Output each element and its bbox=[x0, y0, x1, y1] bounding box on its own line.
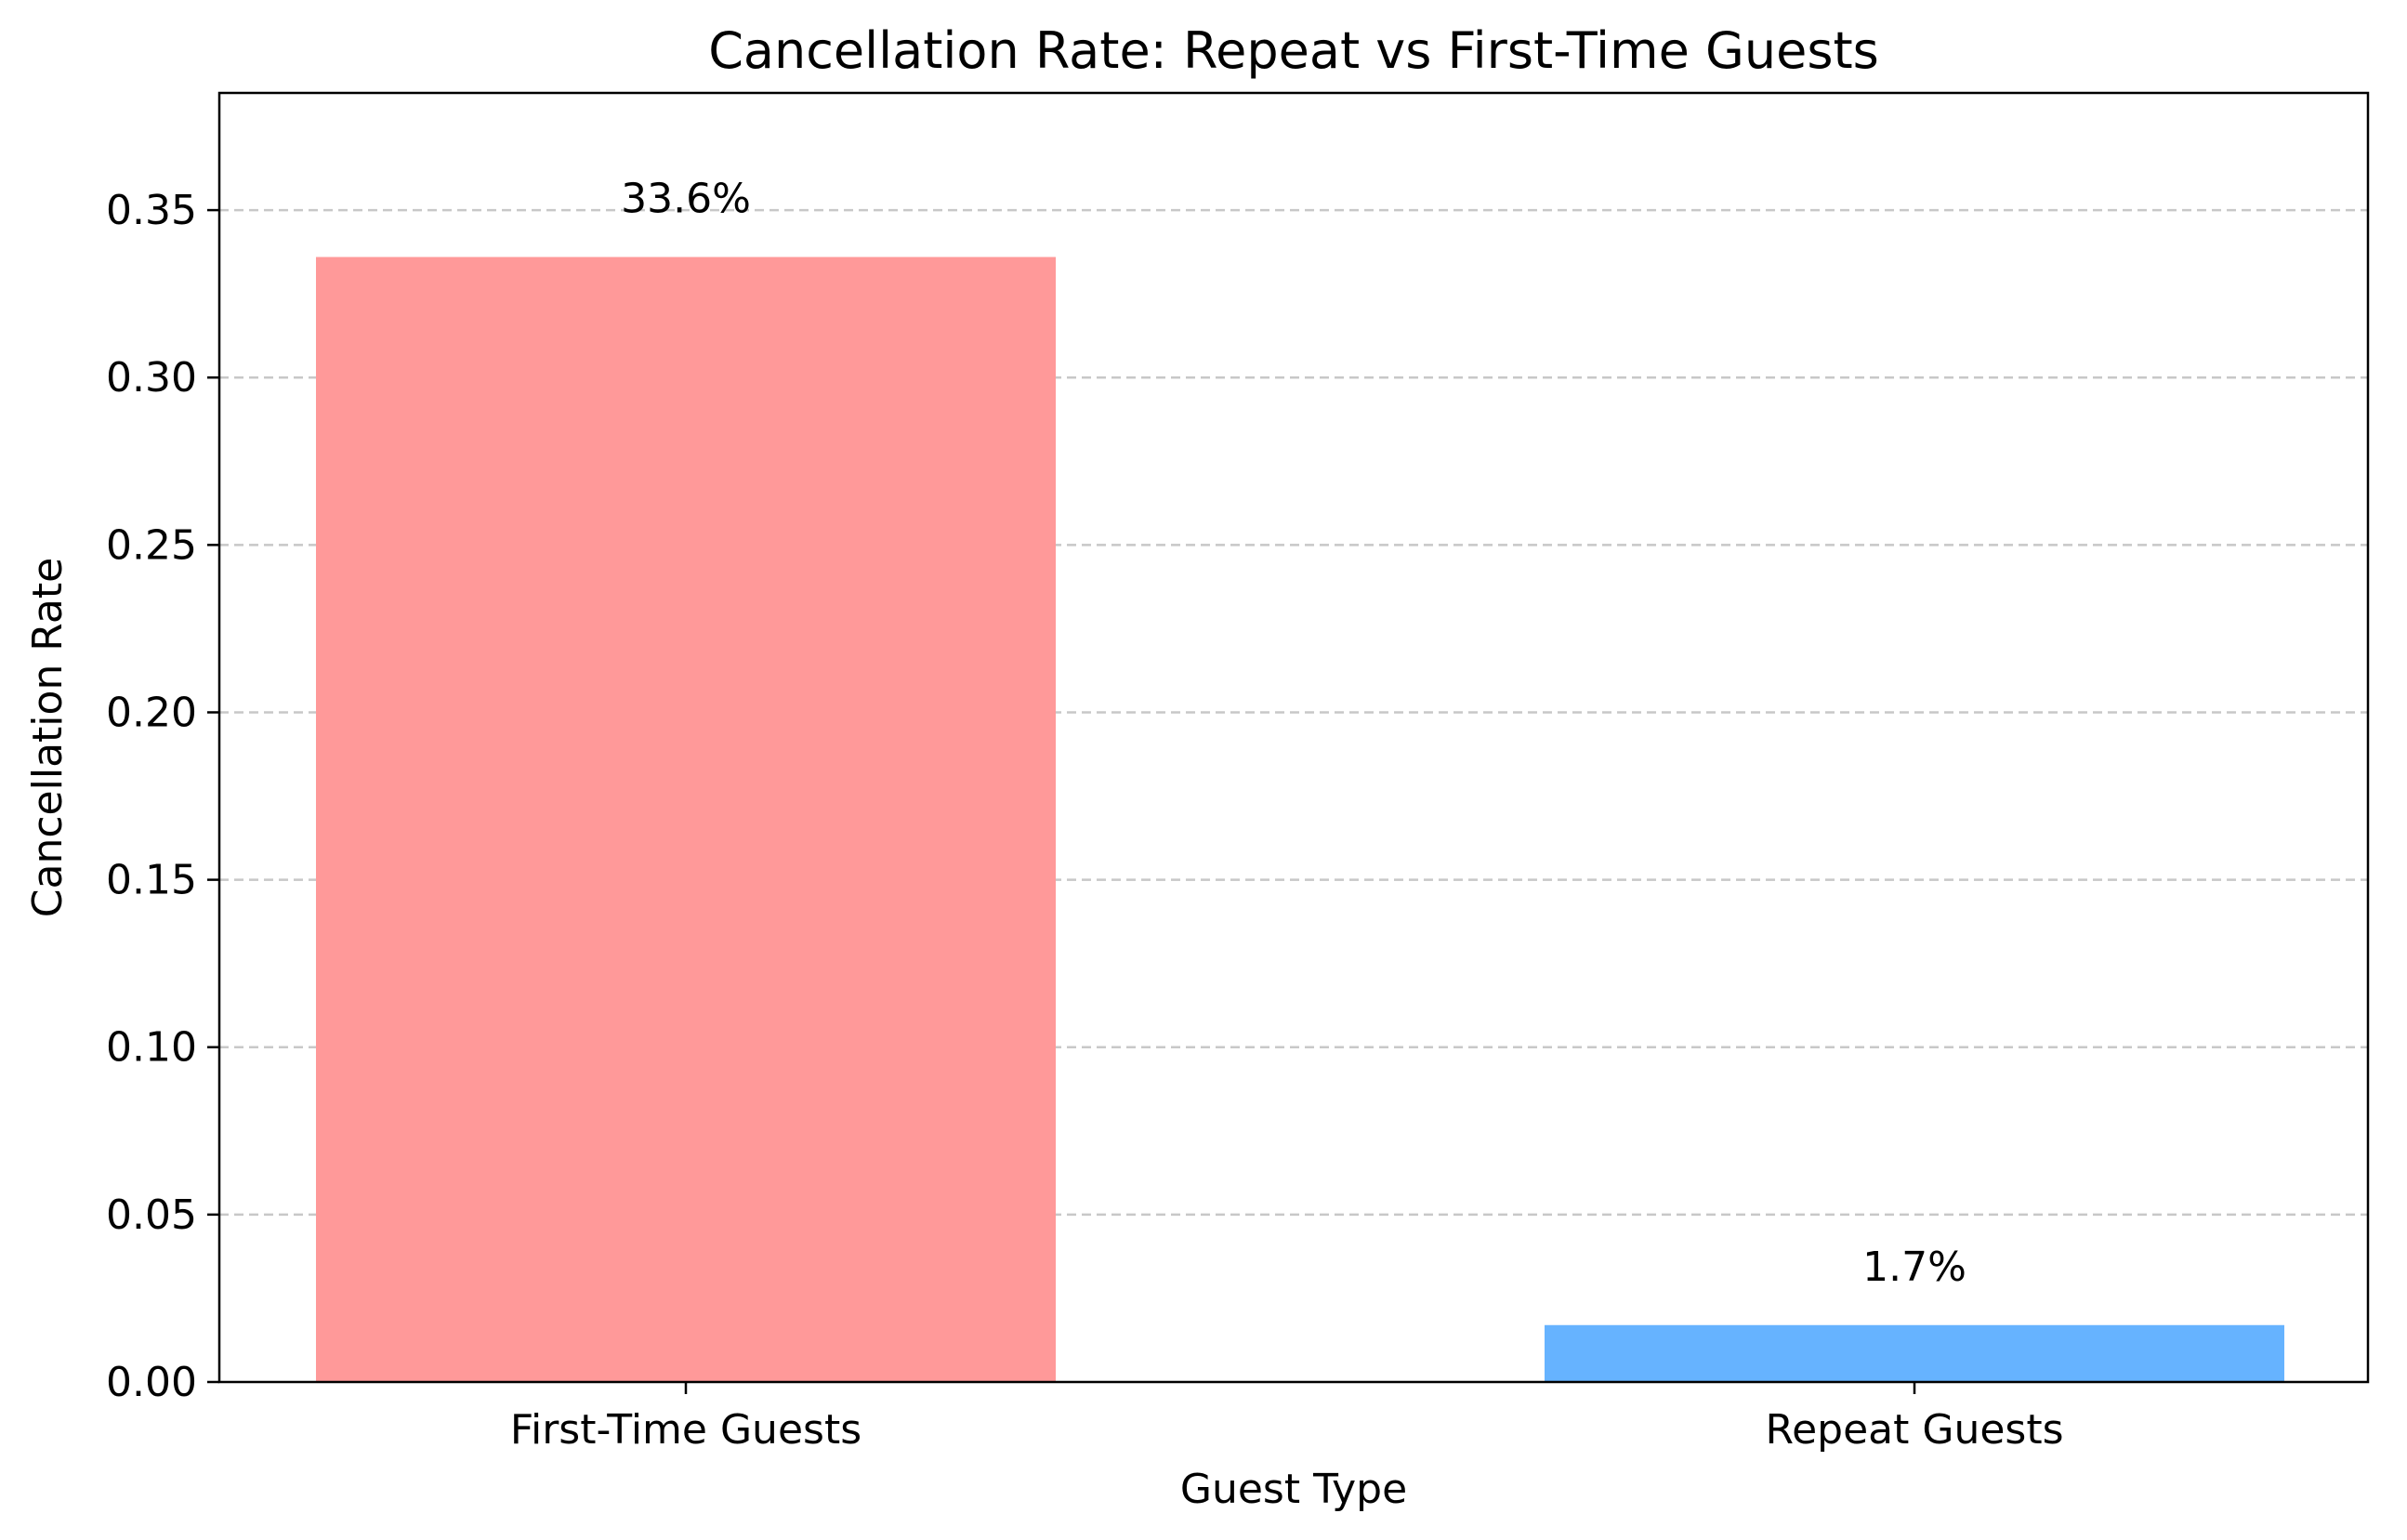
chart-title: Cancellation Rate: Repeat vs First-Time … bbox=[708, 21, 1879, 80]
bar bbox=[1545, 1324, 2284, 1382]
bar-data-label: 33.6% bbox=[621, 176, 751, 223]
plot-area-frame bbox=[217, 91, 2370, 1384]
y-axis-ticks: 0.00 0.05 0.10 0.15 0.20 0.25 0.30 0.35 bbox=[106, 187, 219, 1406]
x-tick-label: First-Time Guests bbox=[510, 1406, 862, 1454]
bar-data-label: 1.7% bbox=[1862, 1244, 1966, 1291]
bar bbox=[316, 257, 1056, 1382]
y-tick-label: 0.15 bbox=[106, 857, 197, 904]
x-axis-title: Guest Type bbox=[1180, 1466, 1407, 1513]
y-tick-label: 0.05 bbox=[106, 1191, 197, 1239]
data-labels: 33.6% 1.7% bbox=[621, 176, 1966, 1291]
y-tick-label: 0.00 bbox=[106, 1359, 197, 1406]
bars bbox=[316, 257, 2284, 1382]
y-axis-title: Cancellation Rate bbox=[24, 558, 72, 917]
y-tick-label: 0.20 bbox=[106, 689, 197, 736]
y-tick-label: 0.10 bbox=[106, 1024, 197, 1072]
x-tick-label: Repeat Guests bbox=[1765, 1406, 2063, 1454]
x-axis-ticks: First-Time Guests Repeat Guests bbox=[510, 1382, 2064, 1454]
y-tick-label: 0.30 bbox=[106, 354, 197, 401]
y-tick-label: 0.35 bbox=[106, 187, 197, 234]
y-tick-label: 0.25 bbox=[106, 521, 197, 569]
